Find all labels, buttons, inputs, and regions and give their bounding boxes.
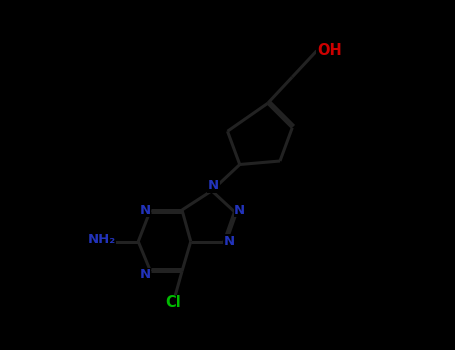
Text: NH₂: NH₂ <box>87 233 116 246</box>
Text: N: N <box>208 179 219 192</box>
Text: N: N <box>140 268 151 281</box>
Text: N: N <box>140 203 151 217</box>
Text: OH: OH <box>317 43 342 58</box>
Text: N: N <box>234 203 245 217</box>
Text: N: N <box>224 235 235 248</box>
Text: Cl: Cl <box>165 295 181 310</box>
